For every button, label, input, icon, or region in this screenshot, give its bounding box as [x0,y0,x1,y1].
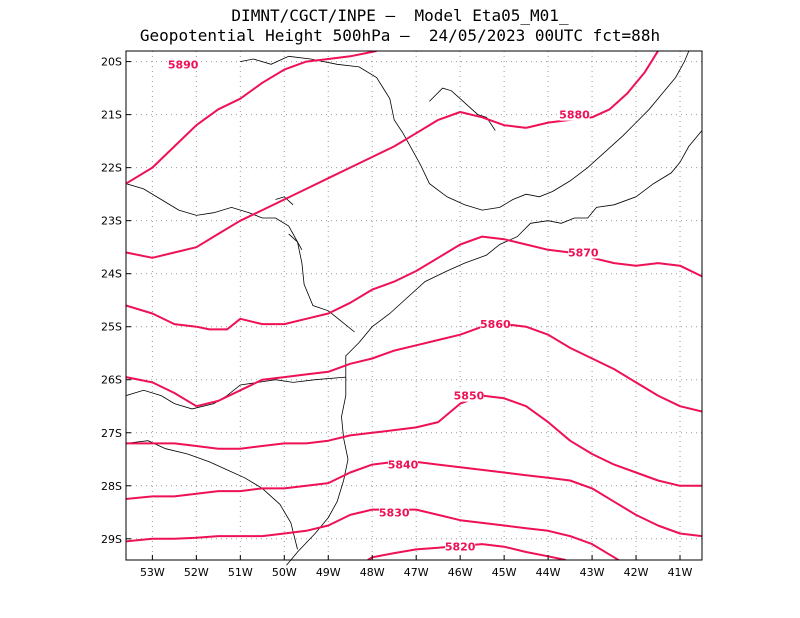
contour-label-5850: 5850 [454,390,485,403]
tick-label-lat: 22S [101,162,122,175]
tick-label-lat: 20S [101,56,122,69]
contour-label-5820: 5820 [445,541,476,554]
tick-label-lon: 51W [228,566,253,579]
map-title-line1: DIMNT/CGCT/INPE – Model Eta05_M01_ [231,6,569,25]
tick-label-lat: 29S [101,533,122,546]
contour-label-5860: 5860 [480,318,511,331]
contour-label-bg [445,539,476,553]
contour-label-bg [388,457,419,471]
contour-5870 [126,235,702,331]
contour-label-bg [480,317,511,331]
reservoir-pr [288,233,303,250]
contour-label-5880: 5880 [559,109,590,122]
tick-label-lon: 50W [272,566,297,579]
map-coastlines [125,50,703,566]
tick-label-lat: 21S [101,109,122,122]
map-title-line2: Geopotential Height 500hPa – 24/05/2023 … [139,26,661,45]
contour-5850 [126,394,702,487]
map-ticks: 53W 52W 51W 50W 49W 48W 47W 46W 45W 44W 43W 42W 41W 2… [101,56,693,579]
tick-label-lon: 42W [624,566,649,579]
tick-label-lat: 28S [101,480,122,493]
tick-label-lon: 43W [580,566,605,579]
tick-label-lat: 27S [101,427,122,440]
tick-label-lat: 24S [101,268,122,281]
tick-label-lon: 46W [448,566,473,579]
contour-label-bg [379,505,410,519]
state-border-sp-mg [240,50,690,211]
reservoir-mg [429,87,496,131]
contour-5880 [126,111,527,259]
contour-5890 [126,51,377,185]
atlantic-coast [286,130,703,566]
tick-label-lon: 41W [668,566,693,579]
tick-label-lat: 25S [101,321,122,334]
map-contours [126,51,702,560]
tick-label-lon: 45W [492,566,517,579]
tick-label-lon: 48W [360,566,385,579]
contour-label-bg [568,245,599,259]
contour-label-bg [168,57,199,71]
state-border-ms-sp [125,183,355,333]
contour-label-5840: 5840 [388,459,419,472]
state-border-sc-rs [125,440,298,550]
map-contour-labels: 5890 5880 5870 5860 5850 5840 5830 5820 [168,57,599,554]
contour-label-bg [559,107,590,121]
tick-label-lon: 52W [184,566,209,579]
contour-label-5830: 5830 [379,506,410,519]
contour-5840 [126,460,702,538]
tick-label-lon: 47W [404,566,429,579]
contour-label-5890: 5890 [168,58,199,71]
contour-label-5870: 5870 [568,246,599,259]
contour-5860 [126,323,702,413]
contour-5890 [525,51,659,129]
map-gridlines [126,51,702,560]
tick-label-lon: 49W [316,566,341,579]
tick-label-lat: 23S [101,215,122,228]
tick-label-lon: 53W [140,566,165,579]
tick-label-lon: 44W [536,566,561,579]
tick-label-lat: 26S [101,374,122,387]
reservoir-sp [275,196,294,206]
contour-label-bg [453,388,484,402]
map-frame [125,50,703,561]
